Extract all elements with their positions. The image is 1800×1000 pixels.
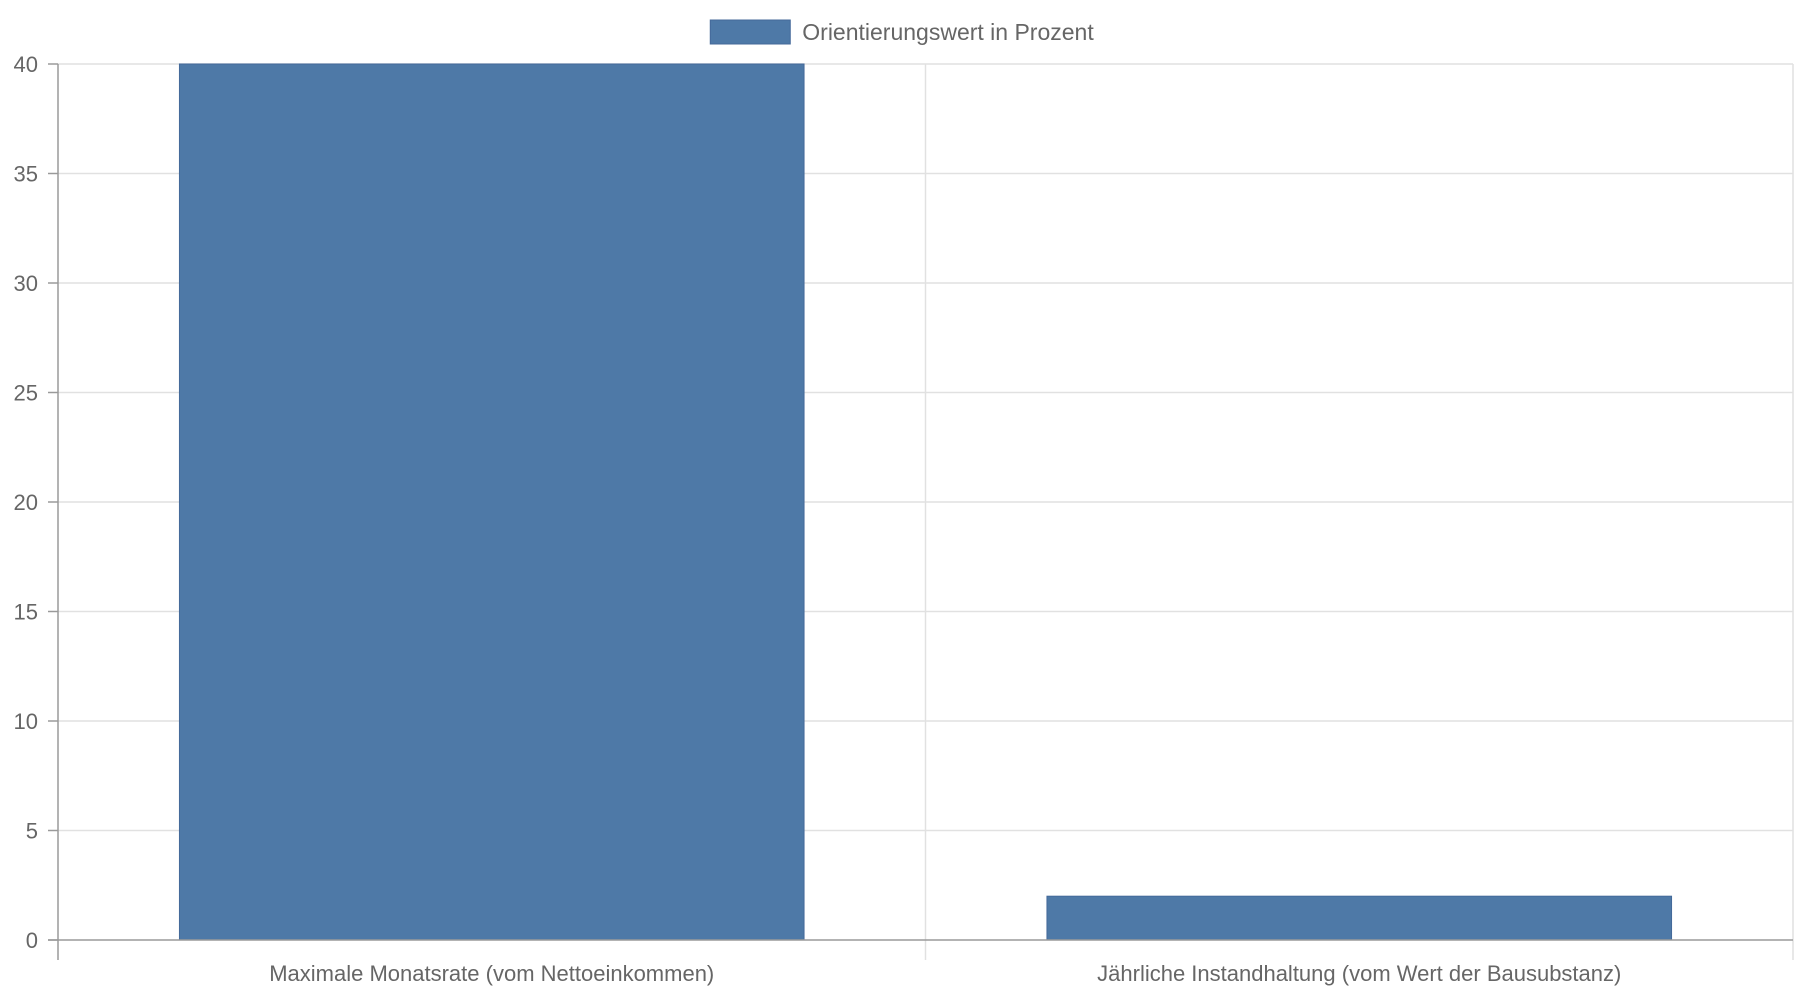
legend-swatch bbox=[709, 19, 791, 45]
y-tick-label: 0 bbox=[26, 928, 38, 953]
y-tick-label: 30 bbox=[14, 271, 38, 296]
y-tick-label: 25 bbox=[14, 381, 38, 406]
bars bbox=[178, 63, 1673, 941]
axes: 0 5 10 15 20 25 30 35 40 Maximale Monatsrate (vom… bbox=[14, 52, 1793, 986]
x-tick-label: Maximale Monatsrate (vom Nettoeinkommen) bbox=[269, 961, 714, 986]
y-tick-label: 40 bbox=[14, 52, 38, 77]
y-tick-label: 15 bbox=[14, 600, 38, 625]
x-tick-label: Jährliche Instandhaltung (vom Wert der B… bbox=[1097, 961, 1621, 986]
legend-label: Orientierungswert in Prozent bbox=[802, 19, 1094, 45]
y-tick-label: 35 bbox=[14, 162, 38, 187]
y-tick-label: 5 bbox=[26, 819, 38, 844]
y-tick-label: 10 bbox=[14, 709, 38, 734]
bar[interactable] bbox=[1046, 895, 1673, 941]
bar[interactable] bbox=[178, 63, 805, 941]
legend[interactable]: Orientierungswert in Prozent bbox=[709, 19, 1094, 45]
y-tick-label: 20 bbox=[14, 490, 38, 515]
